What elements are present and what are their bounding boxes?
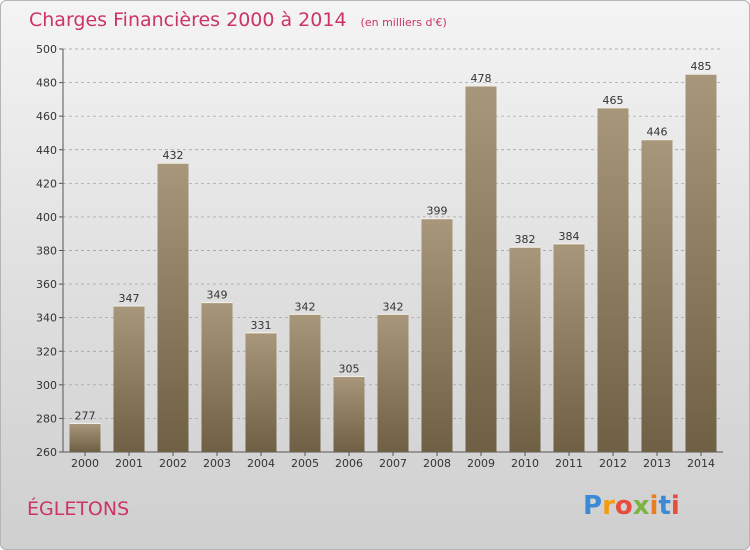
y-tick-label: 460	[36, 110, 57, 123]
x-tick-label: 2012	[599, 457, 627, 470]
bar	[553, 243, 585, 452]
x-tick-label: 2008	[423, 457, 451, 470]
y-tick-label: 260	[36, 446, 57, 459]
bar	[69, 423, 101, 452]
data-label: 382	[515, 233, 536, 246]
title-text: Charges Financières 2000 à 2014	[29, 9, 347, 31]
logo-letter: o	[614, 491, 633, 521]
data-label: 277	[75, 409, 96, 422]
y-tick-label: 380	[36, 245, 57, 258]
y-tick-label: 480	[36, 77, 57, 90]
data-label: 342	[383, 300, 404, 313]
data-label: 399	[427, 205, 448, 218]
x-tick-label: 2006	[335, 457, 363, 470]
data-label: 465	[603, 94, 624, 107]
bar	[597, 107, 629, 452]
bar	[157, 163, 189, 452]
logo-letter: i	[649, 491, 659, 521]
data-label: 432	[163, 149, 184, 162]
x-tick-label: 2002	[159, 457, 187, 470]
bar	[333, 376, 365, 452]
data-label: 478	[471, 72, 492, 85]
proxiti-logo: Proxiti	[583, 491, 680, 521]
x-tick-label: 2009	[467, 457, 495, 470]
data-label: 305	[339, 362, 360, 375]
chart-title: Charges Financières 2000 à 2014 (en milli…	[29, 9, 447, 31]
bar	[289, 314, 321, 452]
bar	[641, 139, 673, 453]
x-tick-label: 2014	[687, 457, 715, 470]
y-tick-label: 440	[36, 144, 57, 157]
bar	[377, 314, 409, 452]
x-tick-label: 2001	[115, 457, 143, 470]
x-tick-label: 2000	[71, 457, 99, 470]
logo-letter: P	[583, 491, 603, 521]
x-tick-label: 2011	[555, 457, 583, 470]
data-label: 349	[207, 289, 228, 302]
bar	[113, 305, 145, 452]
y-tick-label: 320	[36, 345, 57, 358]
y-tick-label: 340	[36, 312, 57, 325]
x-tick-label: 2005	[291, 457, 319, 470]
bar	[509, 247, 541, 452]
bar	[421, 218, 453, 452]
logo-letter: t	[658, 491, 671, 521]
data-label: 331	[251, 319, 272, 332]
bar	[245, 332, 277, 452]
data-label: 485	[691, 60, 712, 73]
data-label: 342	[295, 300, 316, 313]
logo-letter: r	[602, 491, 615, 521]
bar	[465, 85, 497, 453]
chart-subtitle: (en milliers d'€)	[360, 16, 447, 29]
logo-letter: i	[670, 491, 680, 521]
y-tick-label: 400	[36, 211, 57, 224]
data-label: 347	[119, 292, 140, 305]
data-label: 446	[647, 126, 668, 139]
x-tick-label: 2004	[247, 457, 275, 470]
y-tick-label: 300	[36, 379, 57, 392]
x-tick-label: 2010	[511, 457, 539, 470]
town-name: ÉGLETONS	[27, 498, 130, 520]
bar	[685, 74, 717, 452]
data-label: 384	[559, 230, 580, 243]
x-tick-label: 2003	[203, 457, 231, 470]
logo-letter: x	[632, 491, 650, 521]
bar	[201, 302, 233, 452]
y-tick-label: 360	[36, 278, 57, 291]
x-tick-label: 2013	[643, 457, 671, 470]
y-tick-label: 500	[36, 43, 57, 56]
y-tick-label: 280	[36, 412, 57, 425]
x-tick-label: 2007	[379, 457, 407, 470]
y-tick-label: 420	[36, 177, 57, 190]
